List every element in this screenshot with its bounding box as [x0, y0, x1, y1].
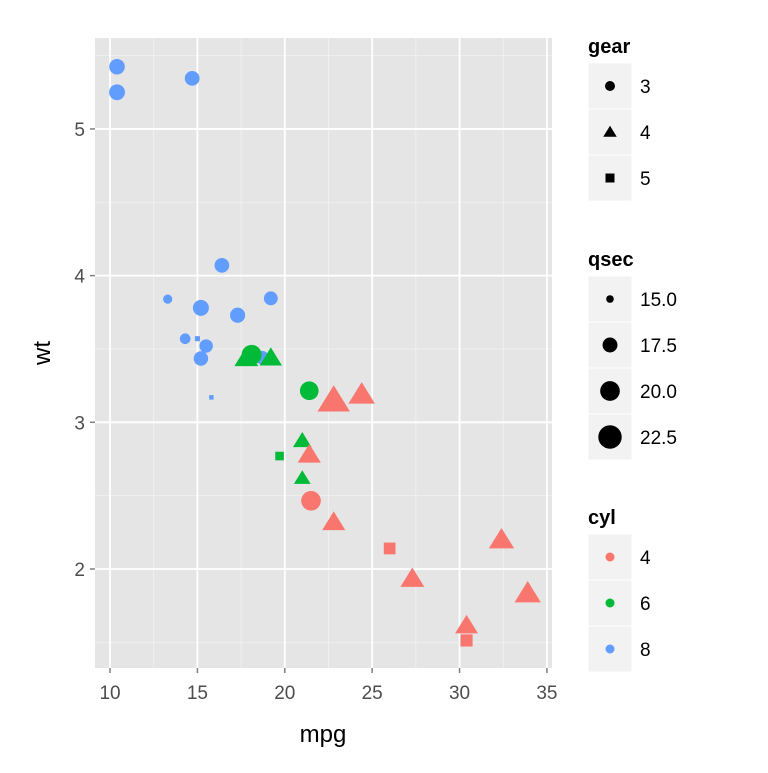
- qsec-legend-label: 20.0: [640, 382, 677, 403]
- size-circle-icon: [606, 295, 614, 303]
- y-axis-title: wt: [29, 341, 56, 366]
- data-point: [455, 614, 479, 634]
- data-point: [214, 258, 230, 273]
- cyl-legend-title: cyl: [588, 507, 616, 529]
- data-point: [488, 527, 515, 549]
- data-point: [184, 70, 200, 86]
- circle-icon: [605, 81, 615, 91]
- plot-panel: [95, 38, 552, 668]
- gear-legend-label: 5: [640, 169, 651, 190]
- y-tick-label: 5: [74, 120, 85, 141]
- gear-legend-key: [587, 154, 633, 202]
- gear-legend-label: 3: [640, 77, 651, 98]
- data-point: [292, 432, 312, 448]
- data-point: [301, 490, 321, 511]
- gear-legend-title: gear: [588, 36, 630, 58]
- color-circle-icon: [605, 644, 615, 654]
- color-circle-icon: [605, 552, 615, 562]
- x-tick-label: 15: [187, 683, 208, 704]
- x-tick-label: 10: [99, 683, 120, 704]
- size-circle-icon: [600, 381, 620, 401]
- qsec-legend-label: 17.5: [640, 336, 677, 357]
- square-icon: [605, 173, 615, 183]
- x-tick-label: 25: [362, 683, 383, 704]
- x-axis-title: mpg: [300, 721, 347, 748]
- qsec-legend-label: 22.5: [640, 428, 677, 449]
- color-circle-icon: [605, 598, 615, 608]
- data-point: [293, 470, 311, 484]
- cyl-legend-label: 8: [640, 640, 651, 661]
- data-point: [234, 346, 259, 367]
- data-point: [230, 307, 246, 323]
- data-point: [263, 291, 278, 306]
- qsec-legend-label: 15.0: [640, 290, 677, 311]
- data-point: [297, 443, 321, 463]
- data-point: [109, 84, 125, 101]
- data-point: [383, 542, 396, 555]
- cyl-legend-label: 6: [640, 594, 651, 615]
- data-point: [193, 351, 209, 366]
- axes: 10 15 20 25 30 35 2 3 4 5: [74, 120, 557, 704]
- data-point: [348, 382, 375, 404]
- data-point: [460, 634, 473, 647]
- y-tick-label: 2: [74, 560, 85, 581]
- data-point: [400, 567, 425, 587]
- data-point: [179, 333, 191, 345]
- data-point: [514, 581, 541, 603]
- data-point: [192, 299, 209, 316]
- y-tick-label: 3: [74, 413, 85, 434]
- data-point: [209, 395, 214, 400]
- data-points: [109, 58, 541, 647]
- triangle-icon: [603, 125, 617, 137]
- data-point: [322, 511, 346, 531]
- qsec-legend-title: qsec: [588, 249, 634, 271]
- data-point: [299, 381, 319, 401]
- gear-legend-label: 4: [640, 123, 651, 144]
- data-point: [163, 294, 173, 304]
- data-point: [317, 385, 350, 412]
- data-point: [259, 347, 282, 366]
- y-tick-label: 4: [74, 267, 85, 288]
- data-point: [194, 336, 200, 342]
- legends: gear 3 4 5 qsec 15.0 17.5 20.0 22.5 cyl 4 6 8: [587, 36, 677, 673]
- x-tick-label: 20: [274, 683, 295, 704]
- cyl-legend-label: 4: [640, 548, 651, 569]
- x-tick-label: 35: [536, 683, 557, 704]
- data-point: [275, 451, 284, 461]
- gridlines: [95, 38, 552, 668]
- data-point: [109, 58, 125, 75]
- data-point: [199, 339, 213, 353]
- size-circle-icon: [602, 337, 618, 353]
- x-tick-label: 30: [449, 683, 470, 704]
- size-circle-icon: [598, 425, 622, 449]
